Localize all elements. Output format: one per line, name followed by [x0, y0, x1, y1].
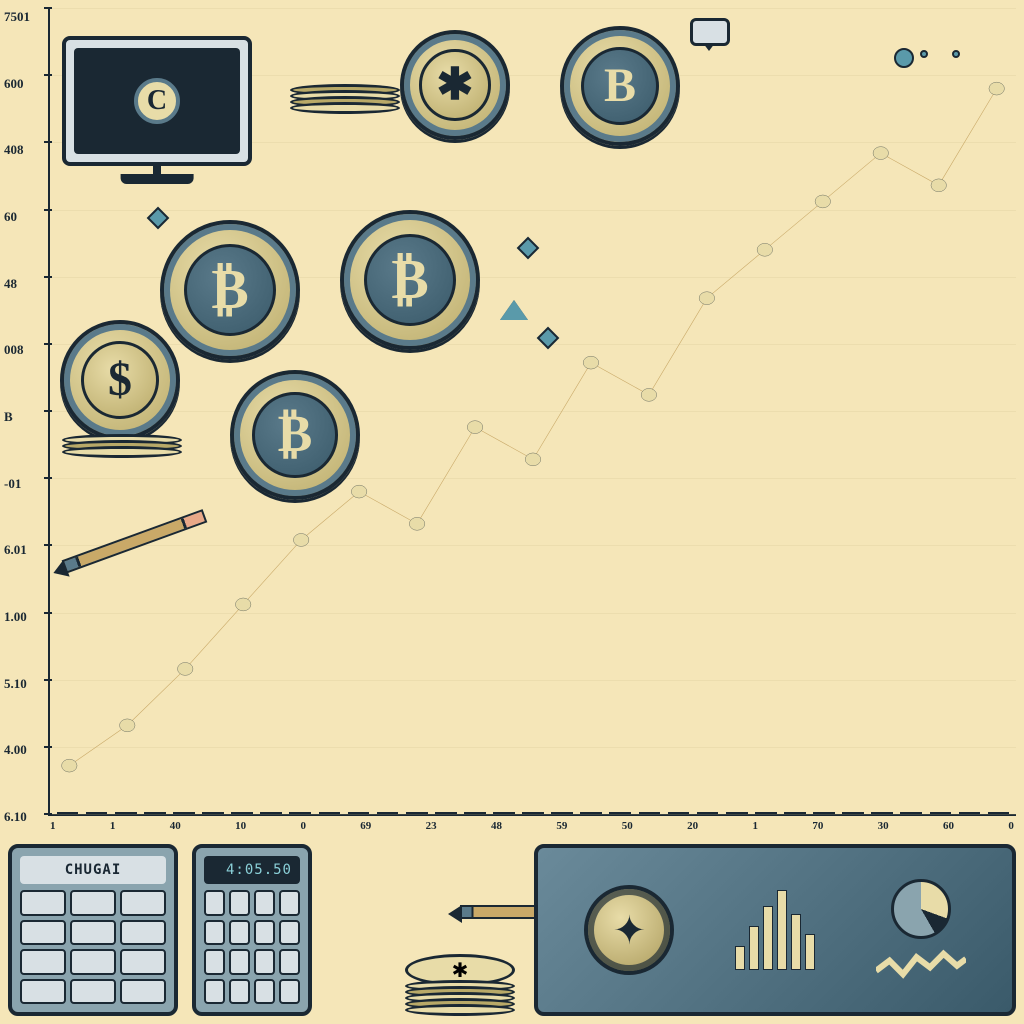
- calculator-key: [70, 979, 116, 1005]
- x-tick-label: 59: [556, 820, 567, 832]
- calculator-display: 4:05.50: [204, 856, 300, 884]
- gear-icon: [894, 48, 914, 68]
- btc-coin-3-icon: ₿: [230, 370, 360, 500]
- calculator-key: [279, 890, 300, 916]
- x-tick-label: 48: [491, 820, 502, 832]
- pie-icon: [891, 879, 951, 939]
- x-tick-label: 1: [110, 820, 116, 832]
- y-tick-label: 6.01: [4, 543, 44, 557]
- calculator-key: [20, 890, 66, 916]
- calculator-key: [204, 979, 225, 1005]
- calculator-label: CHUGAI: [20, 856, 166, 884]
- mini-bar: [777, 890, 787, 970]
- y-axis: 7501 600 408 60 48 008 B -01 6.01 1.00 5…: [4, 10, 44, 824]
- b-coin-top-icon: B: [560, 26, 680, 146]
- calculator-key: [70, 890, 116, 916]
- coin-stack-icon: ✱: [400, 844, 520, 1016]
- x-tick-label: 23: [426, 820, 437, 832]
- pen-icon: [326, 844, 386, 1016]
- calculator-key: [279, 920, 300, 946]
- calculator-key: [120, 920, 166, 946]
- y-tick-label: 6.10: [4, 810, 44, 824]
- calculator-key: [120, 949, 166, 975]
- y-tick-label: 4.00: [4, 743, 44, 757]
- mini-bar: [763, 906, 773, 970]
- btc-coin-2-icon: ₿: [340, 210, 480, 350]
- calculator-key: [204, 890, 225, 916]
- speech-bubble-icon: [690, 18, 730, 46]
- mini-bar: [791, 914, 801, 970]
- calculator-key: [229, 920, 250, 946]
- dollar-coin-icon: $: [60, 320, 180, 440]
- coin-stack-icon: [290, 90, 400, 114]
- calculator-key: [120, 890, 166, 916]
- y-tick-label: 1.00: [4, 610, 44, 624]
- sparkline: [876, 947, 966, 981]
- mini-bar: [735, 946, 745, 970]
- calculator-key: [20, 949, 66, 975]
- y-tick-label: 008: [4, 343, 44, 357]
- calculator-key: [279, 979, 300, 1005]
- btc-coin-1-icon: ₿: [160, 220, 300, 360]
- calculator-key: [204, 920, 225, 946]
- y-tick-label: -01: [4, 477, 44, 491]
- mini-bar: [805, 934, 815, 970]
- stats-panel: ✦: [534, 844, 1016, 1016]
- calculator-key: [254, 920, 275, 946]
- calculator-key: [229, 979, 250, 1005]
- x-tick-label: 30: [878, 820, 889, 832]
- bottom-strip: CHUGAI 4:05.50 ✱ ✦: [8, 844, 1016, 1016]
- x-tick-label: 70: [812, 820, 823, 832]
- y-tick-label: 600: [4, 77, 44, 91]
- triangle-icon: [500, 300, 528, 320]
- calculator-key: [229, 890, 250, 916]
- monitor-badge: C: [134, 78, 180, 124]
- mini-bar-chart: [735, 890, 815, 970]
- calculator-key: [254, 890, 275, 916]
- calculator-key: [70, 949, 116, 975]
- y-tick-label: 60: [4, 210, 44, 224]
- x-tick-label: 10: [235, 820, 246, 832]
- calculator-large-icon: CHUGAI: [8, 844, 178, 1016]
- calculator-key: [229, 949, 250, 975]
- calculator-key: [279, 949, 300, 975]
- x-tick-label: 1: [752, 820, 758, 832]
- calculator-key: [120, 979, 166, 1005]
- y-tick-label: B: [4, 410, 44, 424]
- y-tick-label: 408: [4, 143, 44, 157]
- calculator-key: [70, 920, 116, 946]
- dot-icon: [952, 50, 960, 58]
- coin-stack-icon: [62, 440, 182, 458]
- calculator-key: [20, 979, 66, 1005]
- calculator-key: [204, 949, 225, 975]
- x-tick-label: 69: [360, 820, 371, 832]
- x-tick-label: 20: [687, 820, 698, 832]
- x-tick-label: 1: [50, 820, 56, 832]
- medal-icon: ✦: [584, 885, 674, 975]
- calculator-key: [254, 979, 275, 1005]
- y-tick-label: 7501: [4, 10, 44, 24]
- x-tick-label: 50: [622, 820, 633, 832]
- calculator-key: [254, 949, 275, 975]
- gear-coin-top-icon: ✱: [400, 30, 510, 140]
- x-axis: 1 1 40 10 0 69 23 48 59 50 20 1 70 30 60 0: [50, 820, 1014, 832]
- monitor-icon: C: [62, 36, 252, 166]
- x-tick-label: 60: [943, 820, 954, 832]
- y-tick-label: 5.10: [4, 677, 44, 691]
- calculator-key: [20, 920, 66, 946]
- x-tick-label: 0: [1008, 820, 1014, 832]
- dot-icon: [920, 50, 928, 58]
- y-tick-label: 48: [4, 277, 44, 291]
- mini-bar: [749, 926, 759, 970]
- x-tick-label: 40: [170, 820, 181, 832]
- x-tick-label: 0: [300, 820, 306, 832]
- calculator-small-icon: 4:05.50: [192, 844, 312, 1016]
